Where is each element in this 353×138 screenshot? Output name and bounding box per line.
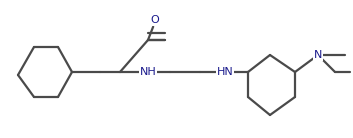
Text: O: O <box>151 15 159 25</box>
Text: NH: NH <box>140 67 156 77</box>
Text: N: N <box>314 50 322 60</box>
Text: HN: HN <box>217 67 233 77</box>
